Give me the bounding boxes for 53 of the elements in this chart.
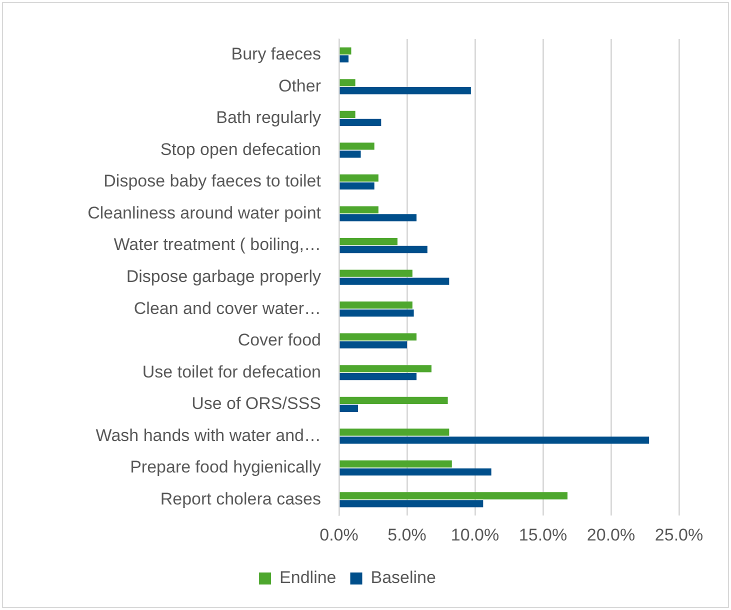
bar: [340, 174, 378, 182]
y-tick-label: Use toilet for defecation: [142, 362, 321, 382]
bar: [340, 270, 412, 277]
bar: [340, 142, 374, 150]
bar: [340, 278, 450, 285]
x-tick-label: 15.0%: [518, 525, 568, 544]
bar: [340, 373, 417, 380]
bar: [340, 47, 352, 54]
y-tick-label: Prepare food hygienically: [130, 458, 322, 477]
bar: [340, 436, 650, 444]
legend-label: Endline: [280, 568, 336, 588]
y-tick-label: Report cholera cases: [160, 489, 321, 508]
bar: [340, 492, 568, 500]
bar: [340, 333, 417, 340]
bar: [340, 302, 412, 309]
bar: [340, 110, 356, 118]
bar: [340, 150, 361, 158]
x-tick-label: 0.0%: [320, 525, 358, 544]
bar: [340, 500, 484, 508]
bar: [340, 182, 374, 190]
x-tick-label: 10.0%: [450, 525, 500, 544]
bar: [340, 396, 448, 404]
bar: [340, 468, 492, 476]
bar: [340, 214, 417, 222]
bar: [340, 206, 378, 214]
y-tick-label: Cover food: [238, 330, 321, 350]
bar: [340, 79, 356, 86]
bar: [340, 246, 428, 254]
bar: [340, 365, 432, 372]
y-tick-label: Bury faeces: [231, 44, 321, 64]
bar: [340, 309, 414, 317]
bar: [340, 118, 382, 126]
x-tick-label: 5.0%: [388, 525, 426, 544]
y-tick-label: Cleanliness around water point: [88, 203, 322, 222]
bar: [340, 404, 358, 412]
bar: [340, 55, 349, 62]
legend-label: Baseline: [370, 568, 436, 588]
bar: [340, 460, 452, 468]
bar: [340, 87, 471, 94]
y-tick-label: Clean and cover water…: [134, 298, 321, 318]
y-tick-label: Dispose garbage properly: [126, 266, 322, 286]
x-tick-label: 20.0%: [586, 525, 636, 544]
y-tick-label: Other: [278, 76, 322, 96]
y-tick-label: Stop open defecation: [160, 140, 321, 159]
x-tick-label: 25.0%: [654, 525, 704, 544]
y-tick-label: Use of ORS/SSS: [192, 394, 321, 414]
y-tick-label: Water treatment ( boiling,…: [114, 235, 321, 254]
y-tick-label: Wash hands with water and…: [96, 426, 321, 445]
bar: [340, 428, 450, 436]
bar: [340, 238, 398, 246]
y-tick-label: Dispose baby faeces to toilet: [104, 172, 322, 191]
bar: [340, 341, 407, 348]
y-tick-label: Bath regularly: [216, 108, 322, 128]
